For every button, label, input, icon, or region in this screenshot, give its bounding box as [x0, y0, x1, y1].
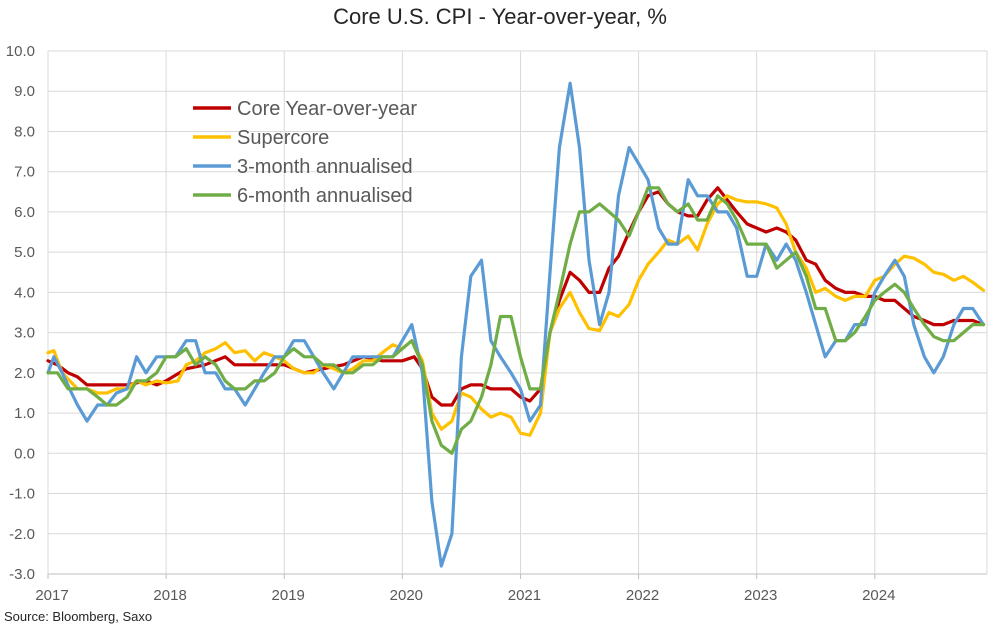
y-tick-label: 1.0 — [14, 405, 35, 422]
gridlines — [47, 50, 987, 575]
x-tick-label: 2019 — [272, 587, 305, 604]
x-tick-label: 2023 — [744, 587, 777, 604]
x-tick-label: 2021 — [508, 587, 541, 604]
x-tick-label: 2020 — [390, 587, 423, 604]
y-tick-label: -3.0 — [9, 566, 35, 583]
axes — [47, 51, 988, 579]
series-line-4 — [46, 186, 986, 455]
y-tick-label: 4.0 — [14, 284, 35, 301]
y-tick-label: 2.0 — [14, 365, 35, 382]
series-line-2 — [46, 194, 986, 437]
y-tick-label: 7.0 — [14, 164, 35, 181]
y-tick-label: 10.0 — [6, 43, 35, 60]
x-tick-label: 2022 — [626, 587, 659, 604]
x-tick-label: 2017 — [35, 587, 68, 604]
chart-title: Core U.S. CPI - Year-over-year, % — [333, 4, 667, 29]
x-tick-label: 2024 — [862, 587, 895, 604]
legend-label: 3-month annualised — [237, 156, 413, 178]
y-tick-label: -1.0 — [9, 486, 35, 503]
legend-label: Supercore — [237, 127, 329, 149]
y-tick-label: 9.0 — [14, 83, 35, 100]
y-tick-label: 8.0 — [14, 123, 35, 140]
x-tick-label: 2018 — [153, 587, 186, 604]
y-tick-label: 0.0 — [14, 445, 35, 462]
series-lines — [46, 81, 986, 568]
y-tick-label: -2.0 — [9, 526, 35, 543]
series-line-1 — [46, 186, 986, 407]
legend-label: 6-month annualised — [237, 185, 413, 207]
y-tick-label: 6.0 — [14, 204, 35, 221]
legend-label: Core Year-over-year — [237, 98, 417, 120]
tick-labels: 10.0 9.0 8.0 7.0 6.0 5.0 4.0 3.0 2.0 1.0 0.0 -1.0 -2… — [6, 43, 896, 604]
legend: Core Year-over-year Supercore 3-month annu… — [193, 98, 417, 207]
y-tick-label: 3.0 — [14, 325, 35, 342]
y-tick-label: 5.0 — [14, 244, 35, 261]
series-line-3 — [46, 81, 986, 568]
source-note: Source: Bloomberg, Saxo — [4, 609, 153, 624]
